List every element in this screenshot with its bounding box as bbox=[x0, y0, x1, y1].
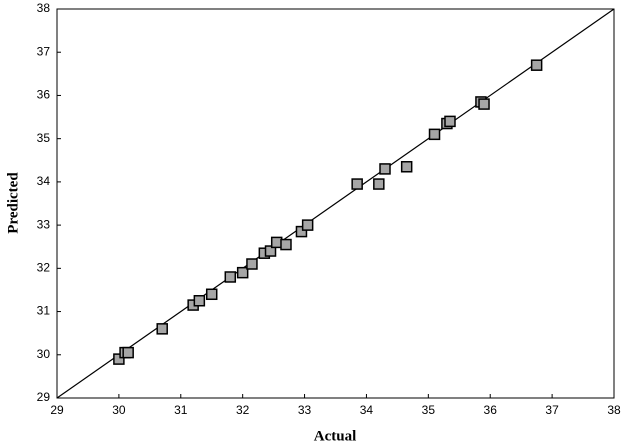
x-tick-label: 36 bbox=[484, 403, 498, 417]
data-point bbox=[113, 353, 125, 365]
y-tick-label: 33 bbox=[37, 217, 51, 231]
data-point bbox=[444, 115, 456, 128]
data-point bbox=[530, 59, 543, 71]
y-tick-label: 35 bbox=[37, 131, 51, 145]
data-point bbox=[301, 219, 314, 231]
y-tick-label: 31 bbox=[37, 304, 51, 318]
x-tick-label: 37 bbox=[545, 403, 559, 417]
y-tick-label: 36 bbox=[37, 88, 51, 102]
data-point bbox=[236, 266, 249, 279]
data-point bbox=[156, 323, 168, 335]
data-point bbox=[122, 346, 134, 359]
y-tick-label: 30 bbox=[37, 347, 51, 361]
data-point bbox=[280, 238, 292, 251]
y-tick-label: 37 bbox=[37, 44, 51, 58]
x-tick-label: 38 bbox=[607, 403, 621, 417]
x-tick-label: 35 bbox=[422, 403, 436, 417]
y-tick-label: 38 bbox=[37, 1, 51, 15]
data-point bbox=[478, 98, 490, 110]
plot-frame bbox=[56, 8, 615, 399]
data-point bbox=[224, 271, 237, 283]
y-tick-label: 34 bbox=[37, 174, 51, 188]
data-point bbox=[264, 245, 277, 257]
x-tick-label: 30 bbox=[112, 403, 126, 417]
data-point bbox=[246, 258, 258, 270]
data-point bbox=[428, 128, 441, 141]
data-point bbox=[205, 288, 218, 301]
x-tick-label: 34 bbox=[360, 403, 374, 417]
x-tick-label: 29 bbox=[50, 403, 64, 417]
data-point bbox=[295, 225, 308, 238]
x-tick-label: 31 bbox=[174, 403, 188, 417]
data-point bbox=[351, 178, 363, 190]
data-point bbox=[379, 163, 391, 175]
data-point bbox=[373, 178, 385, 190]
data-point bbox=[193, 295, 206, 307]
x-tick-label: 33 bbox=[298, 403, 312, 417]
x-tick-label: 32 bbox=[236, 403, 250, 417]
y-tick-label: 29 bbox=[37, 390, 51, 404]
x-axis-title: Actual bbox=[314, 428, 357, 444]
data-point bbox=[400, 161, 413, 173]
data-point bbox=[270, 236, 283, 249]
y-axis-title: Predicted bbox=[5, 172, 21, 234]
y-tick-label: 32 bbox=[37, 261, 51, 275]
fit-line bbox=[56, 8, 615, 399]
